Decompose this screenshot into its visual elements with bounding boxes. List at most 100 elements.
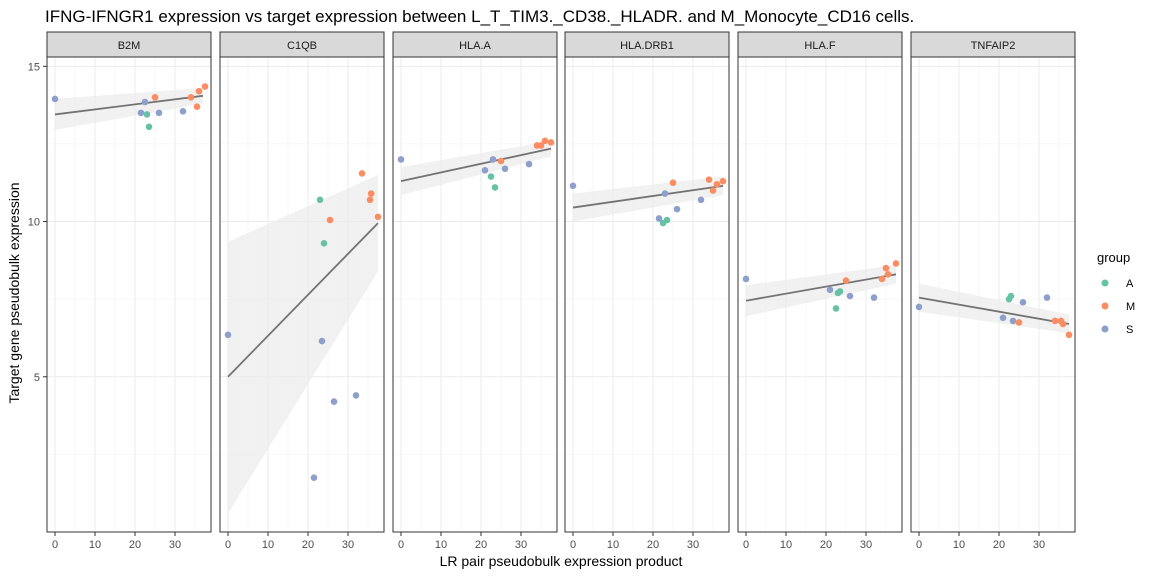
data-point — [541, 137, 549, 145]
panel-hla-drb1: HLA.DRB1 0 10 20 30 — [564, 31, 730, 551]
data-point — [501, 165, 509, 173]
data-point — [525, 160, 533, 168]
data-point — [882, 264, 890, 272]
data-point — [151, 94, 159, 101]
facet-strip-label: C1QB — [287, 40, 317, 52]
x-tick-label: 20 — [820, 539, 832, 551]
data-point — [709, 187, 717, 194]
data-point — [1051, 317, 1059, 325]
data-point — [367, 190, 375, 197]
data-point — [697, 196, 705, 204]
panel-background — [47, 57, 211, 532]
facet-strip — [46, 31, 212, 58]
legend-key-m — [1101, 302, 1109, 310]
x-tick-label: 30 — [1033, 539, 1045, 551]
data-point — [310, 474, 318, 481]
x-tick-label: 0 — [225, 539, 231, 551]
facet-strip-label: HLA.F — [804, 40, 835, 52]
x-tick-label: 0 — [52, 539, 58, 551]
x-tick-label: 20 — [129, 539, 141, 551]
data-point — [318, 337, 326, 345]
data-point — [137, 109, 145, 117]
data-point — [719, 177, 727, 185]
x-tick-label: 10 — [89, 539, 101, 551]
data-point — [663, 216, 671, 224]
data-point — [655, 215, 663, 222]
y-axis: 5 10 15 — [28, 61, 47, 384]
facet-strip-label: HLA.A — [459, 40, 491, 52]
data-point — [878, 275, 886, 283]
data-point — [179, 108, 187, 115]
data-point — [892, 260, 900, 267]
data-point — [201, 83, 209, 90]
data-point — [537, 142, 545, 149]
regression-line — [572, 184, 724, 209]
panel-background — [393, 57, 557, 532]
confidence-band — [919, 283, 1069, 334]
data-point — [870, 294, 878, 301]
data-point — [489, 156, 497, 163]
x-axis-title: LR pair pseudobulk expression product — [440, 553, 683, 569]
data-point — [487, 173, 495, 180]
data-point — [316, 196, 324, 204]
facet-strip — [737, 31, 903, 58]
data-point — [846, 292, 854, 300]
facet-strip-label: HLA.DRB1 — [620, 40, 674, 52]
y-tick-label: 10 — [28, 217, 40, 229]
data-point — [330, 398, 338, 405]
data-point — [836, 288, 844, 295]
data-point — [742, 275, 750, 283]
x-tick-label: 10 — [262, 539, 274, 551]
regression-line — [400, 147, 552, 183]
legend-label-s: S — [1126, 324, 1133, 336]
x-tick-label: 30 — [687, 539, 699, 551]
data-point — [673, 205, 681, 213]
y-axis-title: Target gene pseudobulk expression — [6, 182, 22, 403]
data-point — [224, 331, 232, 339]
panel-hla-a: HLA.A 0 10 20 30 — [392, 31, 558, 551]
legend-key-a — [1101, 279, 1109, 287]
y-tick-label: 5 — [34, 372, 40, 384]
data-point — [713, 180, 721, 188]
x-tick-label: 0 — [916, 539, 922, 551]
panel-background — [565, 57, 729, 532]
data-point — [1043, 294, 1051, 301]
legend-label-a: A — [1126, 278, 1134, 290]
x-tick-label: 20 — [647, 539, 659, 551]
data-point — [491, 184, 499, 191]
confidence-band — [55, 88, 203, 130]
x-tick-label: 20 — [993, 539, 1005, 551]
facet-strip — [564, 31, 730, 58]
x-tick-label: 20 — [302, 539, 314, 551]
x-tick-label: 0 — [570, 539, 576, 551]
x-tick-label: 30 — [515, 539, 527, 551]
data-point — [547, 139, 555, 146]
chart-title: IFNG-IFNGR1 expression vs target express… — [45, 7, 914, 26]
data-point — [1019, 298, 1027, 306]
regression-line — [918, 296, 1070, 325]
panel-b2m: B2M 0 10 20 30 — [46, 31, 212, 551]
data-point — [358, 170, 366, 177]
facet-strip — [392, 31, 558, 58]
data-point — [999, 314, 1007, 322]
data-point — [705, 176, 713, 183]
confidence-band — [573, 176, 723, 222]
x-tick-label: 30 — [169, 539, 181, 551]
data-point — [1009, 317, 1017, 325]
data-point — [326, 216, 334, 224]
data-point — [374, 213, 382, 221]
x-tick-label: 30 — [342, 539, 354, 551]
data-point — [842, 277, 850, 284]
data-point — [497, 157, 505, 165]
x-tick-label: 20 — [475, 539, 487, 551]
legend-label-m: M — [1126, 301, 1135, 313]
data-point — [141, 98, 149, 106]
data-point — [884, 271, 892, 278]
confidence-band — [746, 265, 896, 317]
data-point — [145, 123, 153, 131]
regression-line — [54, 94, 204, 116]
panel-hla-f: HLA.F 0 10 20 30 — [737, 31, 903, 551]
data-point — [397, 156, 405, 163]
data-point — [1059, 320, 1067, 328]
